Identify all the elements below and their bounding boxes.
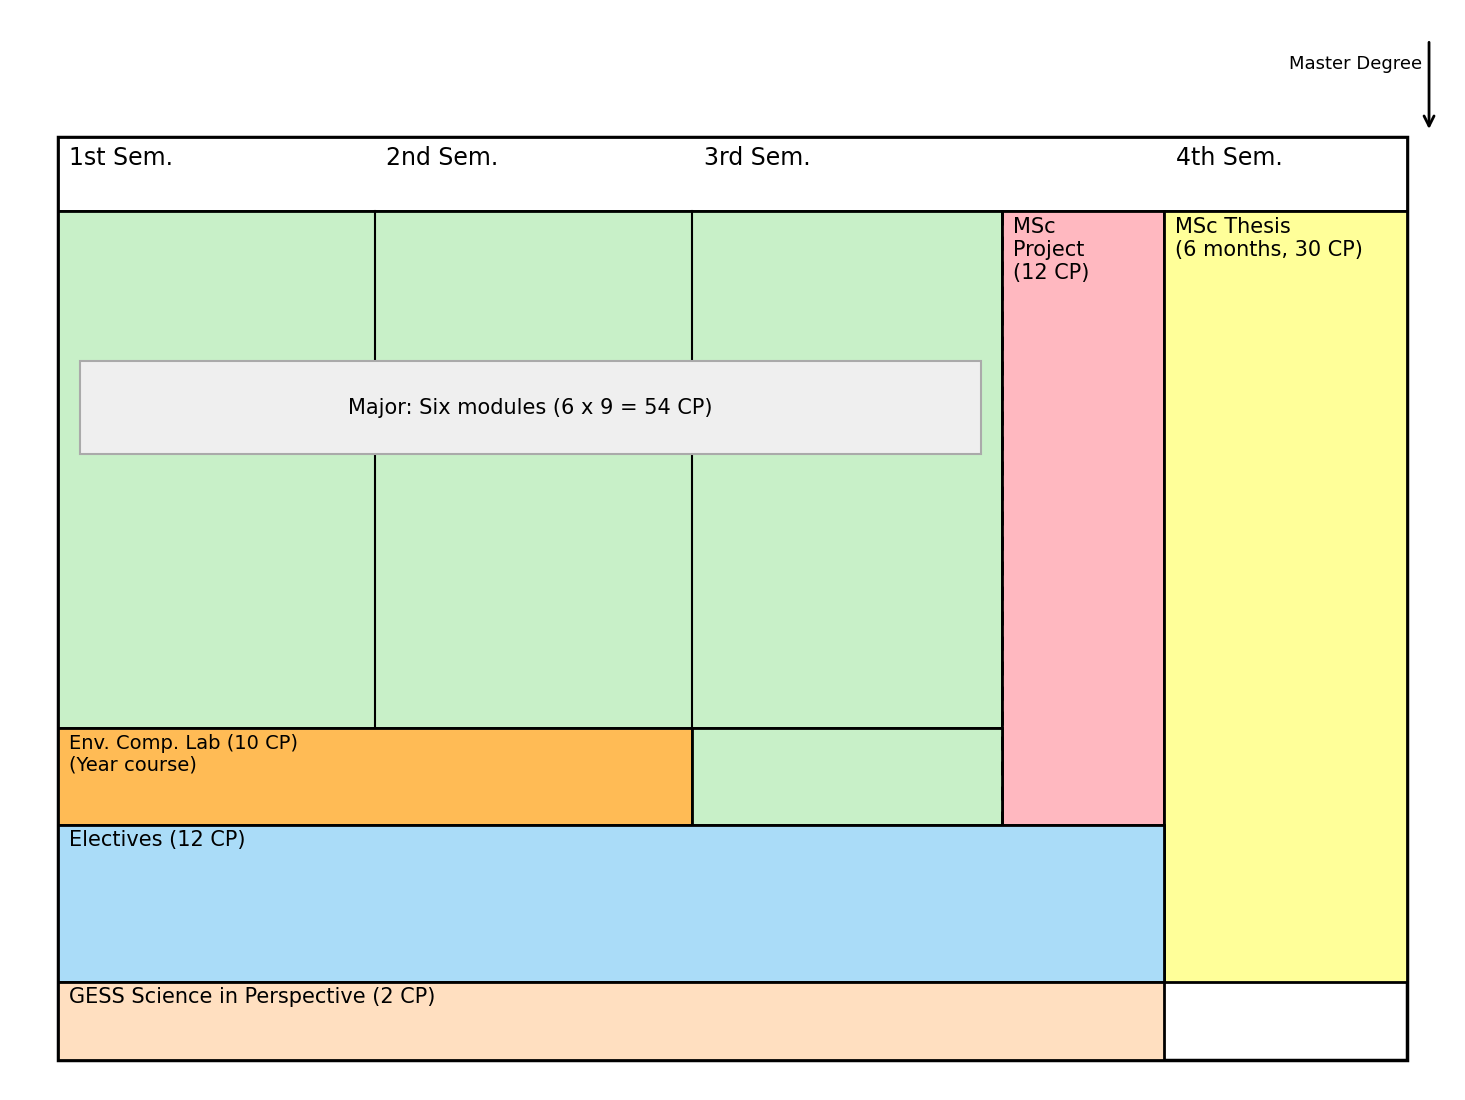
Bar	[57, 982, 1165, 1060]
Bar	[57, 211, 1002, 728]
Text: 1st Sem.: 1st Sem.	[69, 146, 173, 170]
Text: Env. Comp. Lab (10 CP)
(Year course): Env. Comp. Lab (10 CP) (Year course)	[69, 734, 299, 774]
Text: 3rd Sem.: 3rd Sem.	[703, 146, 810, 170]
Text: MSc Thesis
(6 months, 30 CP): MSc Thesis (6 months, 30 CP)	[1175, 217, 1362, 260]
Bar	[1165, 211, 1408, 982]
Text: 2nd Sem.: 2nd Sem.	[387, 146, 498, 170]
Bar	[79, 361, 980, 454]
Bar	[57, 825, 1165, 982]
Text: Major: Six modules (6 x 9 = 54 CP): Major: Six modules (6 x 9 = 54 CP)	[347, 397, 712, 418]
Text: GESS Science in Perspective (2 CP): GESS Science in Perspective (2 CP)	[69, 988, 435, 1008]
Text: Master Degree: Master Degree	[1289, 55, 1421, 73]
Bar	[57, 138, 1408, 1060]
Text: Electives (12 CP): Electives (12 CP)	[69, 830, 246, 850]
Bar	[57, 138, 1408, 211]
Bar	[57, 728, 691, 825]
Bar	[691, 728, 1002, 825]
Text: 4th Sem.: 4th Sem.	[1176, 146, 1283, 170]
Text: MSc
Project
(12 CP): MSc Project (12 CP)	[1012, 217, 1088, 283]
Bar	[1002, 211, 1165, 825]
